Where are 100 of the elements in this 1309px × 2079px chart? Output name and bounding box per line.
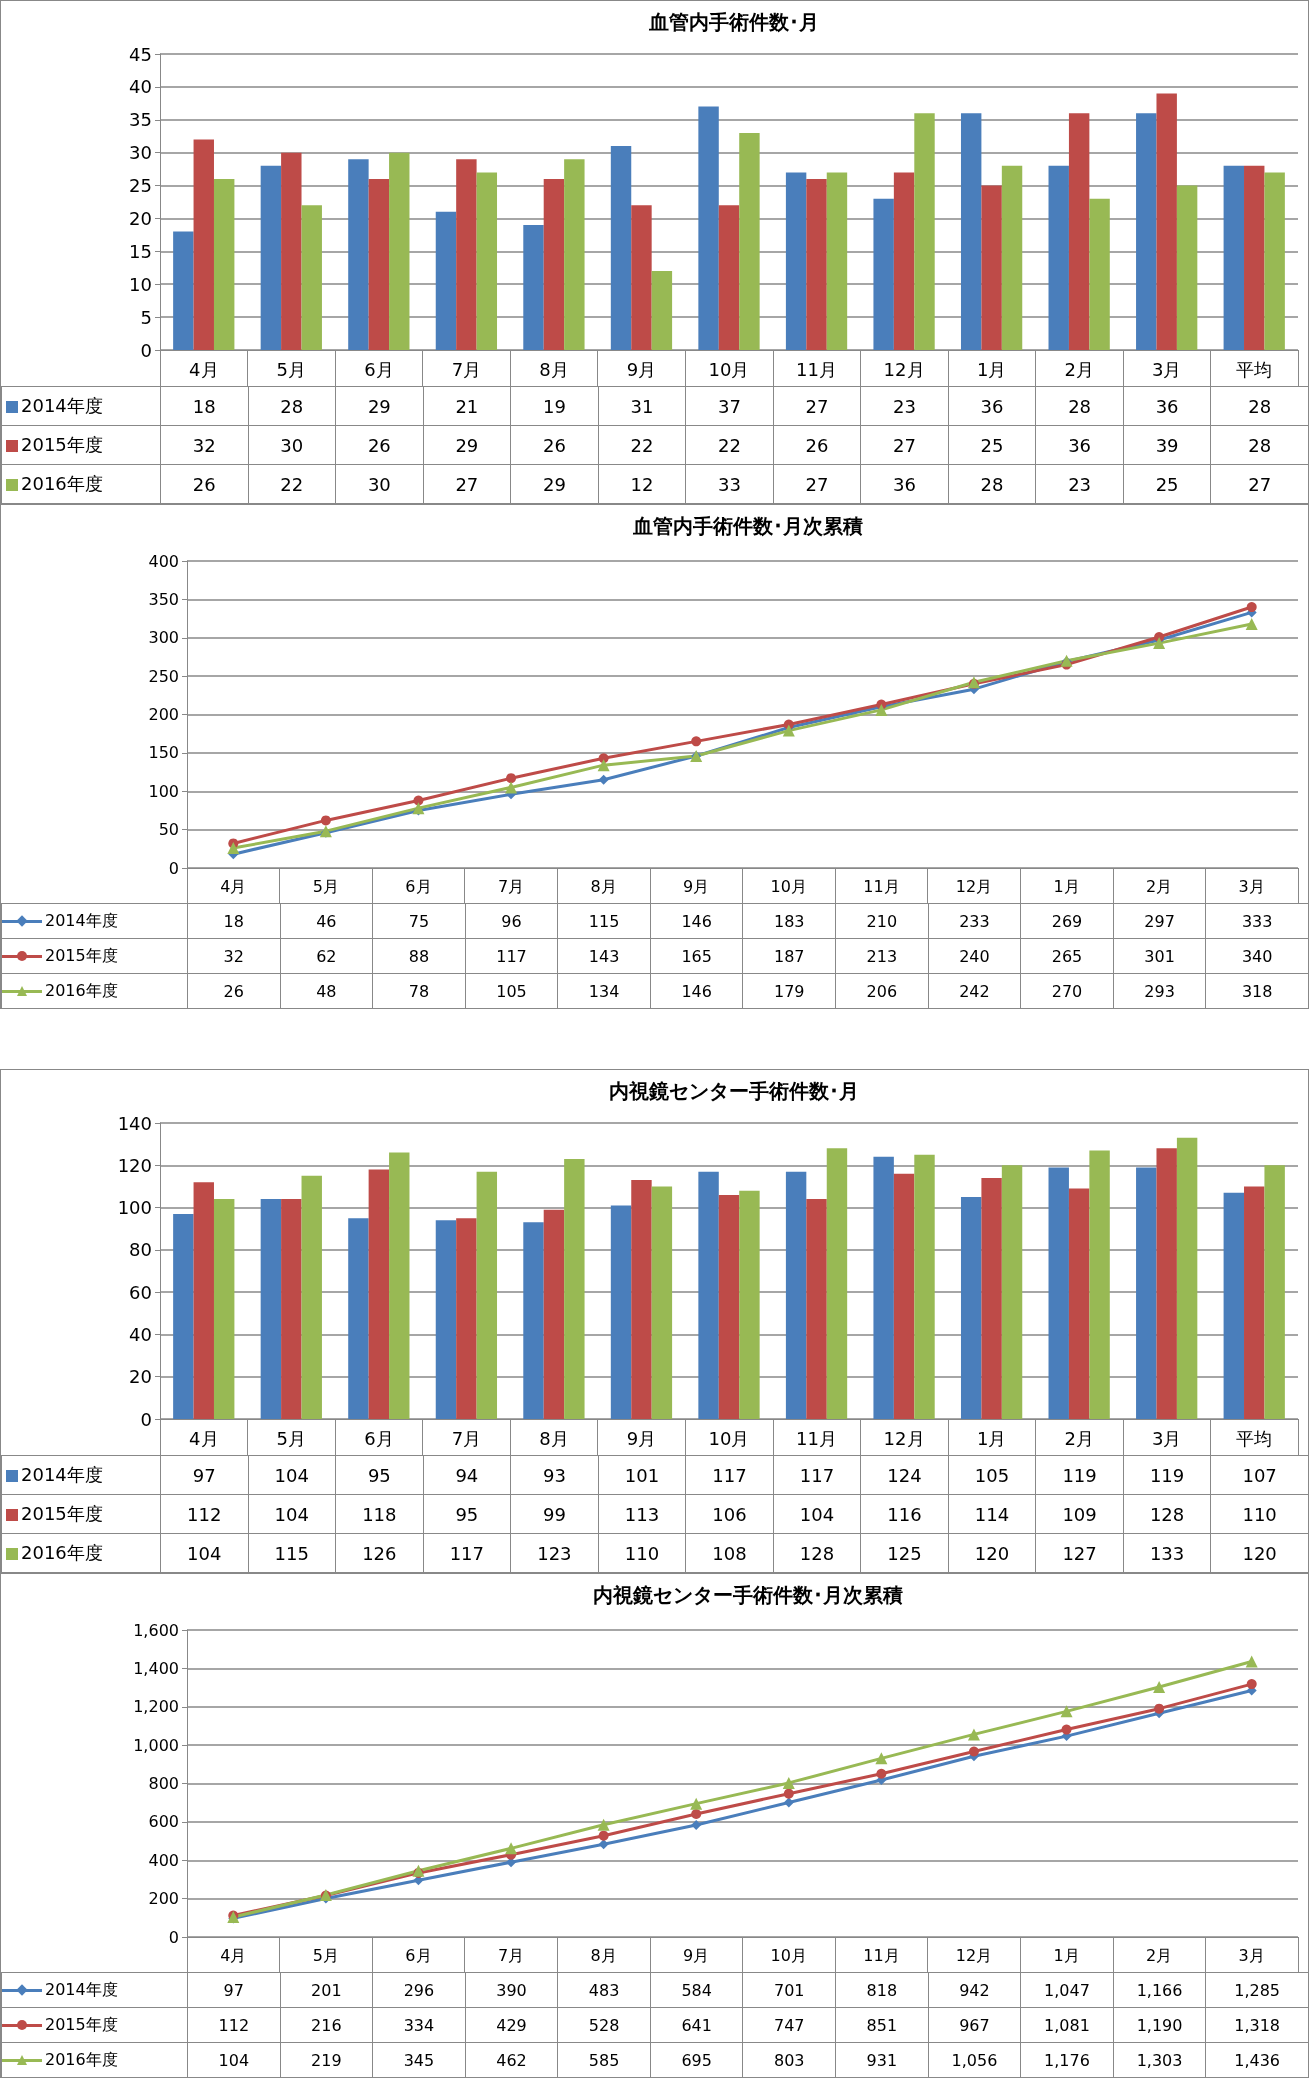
point [691,1819,702,1830]
data-label: 26 [187,973,281,1009]
data-label: 1,056 [928,2042,1021,2078]
y-tick-label: 20 [129,1366,152,1388]
data-label: 99 [510,1494,599,1534]
bar [981,1177,1002,1419]
bar [873,1156,894,1419]
x-tick-label: 8月 [590,1945,617,1965]
bar [213,1199,235,1419]
data-label: 18 [187,903,281,939]
y-tick-label: 150 [148,743,179,763]
data-label: 265 [1020,938,1114,974]
point [691,736,702,747]
x-tick-label: 1月 [1053,1945,1080,1965]
bar [1001,1165,1023,1419]
data-label: 36 [860,464,949,504]
data-label: 216 [280,2007,373,2043]
y-tick-label: 10 [129,273,152,295]
point [1154,1703,1165,1714]
x-tick-label: 11月 [863,1945,900,1965]
x-tick-label: 2月 [1064,358,1094,380]
data-label: 21 [423,386,511,426]
point [690,1797,703,1810]
data-label: 104 [187,2042,281,2078]
bar [785,1171,807,1419]
data-label: 112 [160,1494,249,1534]
data-label: 18 [160,386,249,426]
bar [806,1199,827,1419]
bar [826,1148,848,1419]
point [320,815,331,826]
y-tick-label: 40 [129,1323,152,1345]
x-tick-label: 3月 [1238,1945,1265,1965]
data-label: 117 [773,1455,861,1495]
data-label: 27 [773,464,861,504]
y-tick-label: 200 [148,1889,179,1909]
data-label: 26 [335,425,424,465]
data-label: 108 [685,1533,774,1573]
bar [651,1186,673,1419]
data-label: 120 [1210,1533,1309,1573]
x-tick-label: 3月 [1151,358,1182,380]
x-tick-label: 12月 [955,876,993,896]
bar [631,205,652,350]
y-tick-label: 1,200 [133,1697,179,1717]
bar [1176,1137,1198,1419]
legend-label: 2016年度 [1,2042,188,2078]
y-tick-label: 600 [148,1812,179,1832]
data-label: 26 [160,464,249,504]
data-label: 126 [335,1533,424,1573]
x-tick-label: 1月 [976,1427,1007,1449]
bar [1001,165,1023,350]
data-label: 25 [1123,464,1211,504]
bar [739,132,760,350]
x-tick-label: 11月 [863,876,900,896]
data-label: 28 [248,386,336,426]
bar [543,178,565,350]
y-tick-label: 120 [117,1154,152,1176]
data-label: 97 [187,1972,281,2008]
chart-title: 血管内手術件数･月 [648,10,819,34]
data-label: 95 [335,1455,424,1495]
data-label: 123 [510,1533,599,1573]
data-label: 942 [928,1972,1021,2008]
bar [960,1197,982,1419]
data-label: 27 [773,386,861,426]
legend-label: 2014年度 [1,1455,161,1495]
data-label: 803 [742,2042,836,2078]
x-tick-label: 4月 [220,1945,247,1965]
data-label: 27 [423,464,511,504]
data-label: 128 [1123,1494,1211,1534]
bar [651,271,673,350]
bar [1068,113,1090,350]
data-label: 390 [465,1972,558,2008]
data-label: 213 [835,938,929,974]
bar [476,1171,498,1419]
data-label: 94 [423,1455,511,1495]
data-label: 134 [557,973,651,1009]
data-label: 97 [160,1455,249,1495]
data-label: 429 [465,2007,558,2043]
data-label: 112 [187,2007,281,2043]
y-tick-label: 400 [148,551,179,571]
data-label: 39 [1123,425,1211,465]
data-label: 210 [835,903,929,939]
data-label: 22 [685,425,774,465]
bar [873,198,894,350]
bar [610,146,632,350]
bar [1223,165,1245,350]
data-label: 269 [1020,903,1114,939]
data-label: 114 [948,1494,1036,1534]
data-label: 233 [928,903,1021,939]
data-label: 26 [510,425,599,465]
bar [1136,113,1157,350]
data-label: 127 [1035,1533,1124,1573]
data-label: 297 [1113,903,1206,939]
x-tick-label: 10月 [708,358,750,380]
data-label: 293 [1113,973,1206,1009]
bar [1136,1167,1157,1419]
x-tick-label: 8月 [539,1427,569,1449]
data-label: 242 [928,973,1021,1009]
chart-title: 血管内手術件数･月次累積 [631,514,863,538]
bar [193,1182,214,1419]
bar [564,1158,585,1419]
